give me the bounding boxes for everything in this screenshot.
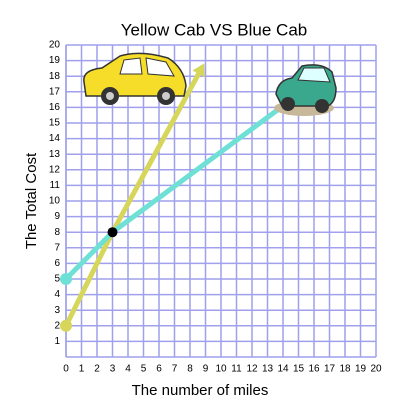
- intersection-point: [107, 227, 118, 238]
- x-tick-label: 9: [203, 364, 209, 375]
- y-tick-label: 9: [54, 211, 60, 222]
- x-tick-label: 6: [156, 364, 162, 375]
- y-tick-label: 15: [49, 118, 61, 129]
- x-tick-label: 12: [246, 364, 258, 375]
- x-tick-label: 16: [308, 364, 320, 375]
- y-tick-label: 18: [49, 71, 61, 82]
- series-line: [63, 65, 205, 327]
- x-tick-label: 8: [187, 364, 193, 375]
- y-tick-label: 14: [49, 133, 61, 144]
- x-tick-label: 18: [339, 364, 351, 375]
- y-tick-label: 3: [54, 305, 60, 316]
- x-tick-label: 2: [94, 364, 100, 375]
- x-tick-label: 7: [172, 364, 178, 375]
- y-tick-label: 20: [49, 40, 61, 51]
- y-tick-label: 11: [50, 180, 61, 191]
- x-tick-label: 14: [277, 364, 289, 375]
- y-tick-label: 19: [49, 55, 61, 66]
- x-tick-label: 3: [110, 364, 116, 375]
- y-tick-label: 4: [54, 289, 60, 300]
- y-tick-label: 12: [49, 164, 61, 175]
- y-tick-label: 6: [54, 258, 60, 269]
- y-tick-label: 8: [54, 227, 60, 238]
- y-tick-label: 2: [54, 320, 60, 331]
- y-tick-label: 7: [54, 242, 60, 253]
- start-point: [60, 319, 72, 332]
- x-tick-label: 11: [231, 364, 242, 375]
- x-tick-label: 17: [324, 364, 336, 375]
- y-tick-label: 5: [54, 274, 60, 285]
- x-tick-label: 10: [215, 364, 227, 375]
- y-tick-label: 10: [49, 196, 61, 207]
- chart-title: Yellow Cab VS Blue Cab: [121, 20, 308, 39]
- start-point: [60, 273, 72, 285]
- x-tick-label: 5: [141, 364, 147, 375]
- x-tick-label: 15: [293, 364, 305, 375]
- x-tick-label: 19: [355, 364, 367, 375]
- x-axis-label: The number of miles: [132, 382, 269, 399]
- y-tick-label: 13: [49, 149, 61, 160]
- y-tick-label: 16: [49, 102, 61, 113]
- y-tick-label: 1: [54, 336, 60, 347]
- x-tick-label: 4: [125, 364, 131, 375]
- y-tick-label: 17: [49, 86, 61, 97]
- x-tick-label: 13: [262, 364, 274, 375]
- blue-cab-image: [274, 64, 337, 116]
- y-axis-label: The Total Cost: [23, 152, 40, 249]
- x-tick-label: 20: [370, 364, 382, 375]
- x-tick-label: 0: [63, 364, 69, 375]
- yellow-cab-image: [83, 52, 187, 105]
- x-tick-label: 1: [79, 364, 85, 375]
- arrow-head: [192, 63, 205, 78]
